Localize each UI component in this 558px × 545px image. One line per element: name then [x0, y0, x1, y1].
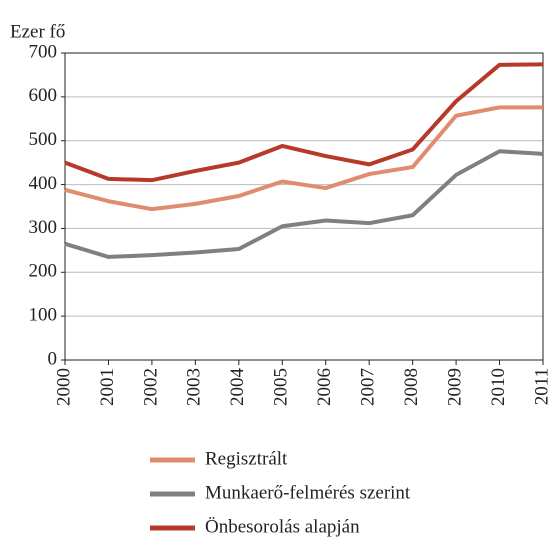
x-tick-label: 2010 [488, 368, 509, 406]
x-tick-label: 2000 [53, 368, 74, 406]
series-line [64, 105, 543, 212]
x-tick-label: 2002 [140, 368, 161, 406]
x-tick-label: 2003 [184, 368, 205, 406]
y-tick-label: 300 [29, 217, 58, 238]
y-tick-label: 200 [29, 261, 58, 282]
plot-frame [64, 52, 544, 361]
series-line [64, 149, 544, 259]
y-axis-label: Ezer fő [10, 21, 65, 42]
y-tick-label: 500 [29, 129, 58, 150]
y-tick-label: 700 [29, 41, 58, 62]
x-tick-label: 2009 [444, 368, 465, 406]
x-tick-label: 2004 [227, 368, 248, 407]
y-tick-label: 400 [29, 173, 58, 194]
y-tick-label: 0 [48, 348, 58, 369]
x-tick-label: 2006 [314, 368, 335, 406]
legend-label: Regisztrált [205, 448, 288, 469]
legend-label: Munkaerő-felmérés szerint [205, 482, 411, 503]
series-line [64, 62, 544, 183]
x-tick-label: 2008 [401, 368, 422, 406]
y-tick-label: 600 [29, 85, 58, 106]
x-tick-label: 2011 [531, 368, 552, 405]
y-tick-label: 100 [29, 305, 58, 326]
legend-label: Önbesorolás alapján [205, 516, 360, 537]
x-tick-label: 2001 [97, 368, 118, 406]
x-tick-label: 2005 [271, 368, 292, 406]
x-tick-label: 2007 [358, 368, 379, 406]
